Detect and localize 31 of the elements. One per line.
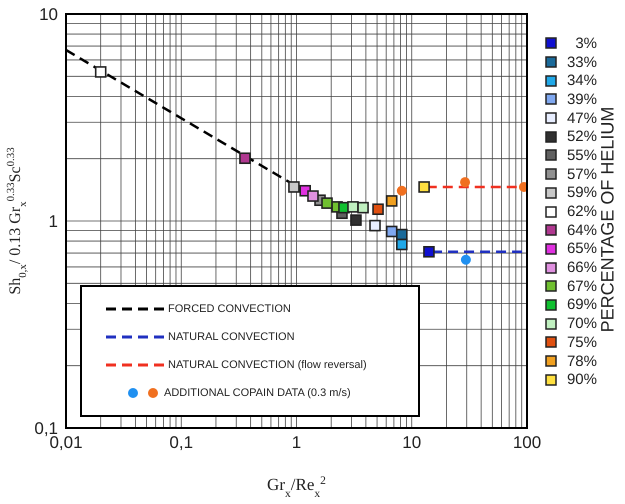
legend-label: 3% bbox=[574, 34, 597, 52]
legend-label: NATURAL CONVECTION (flow reversal) bbox=[168, 359, 367, 371]
legend-label: 62% bbox=[566, 203, 597, 220]
legend-label: 57% bbox=[566, 166, 597, 183]
y-tick-label: 10 bbox=[39, 5, 58, 24]
legend-label: 34% bbox=[566, 72, 597, 90]
x-tick-label: 1 bbox=[292, 433, 302, 452]
legend-label: ADDITIONAL COPAIN DATA (0.3 m/s) bbox=[164, 387, 351, 399]
legend-label: 78% bbox=[566, 352, 597, 370]
legend-label: 33% bbox=[566, 54, 597, 71]
legend-label: 47% bbox=[566, 110, 597, 127]
legend-label: 67% bbox=[566, 278, 597, 295]
legend-label: 64% bbox=[566, 222, 597, 239]
x-tick-label: 0,1 bbox=[169, 433, 194, 452]
legend-label: 55% bbox=[566, 146, 597, 164]
legend-label: FORCED CONVECTION bbox=[168, 303, 291, 315]
legend-title: PERCENTAGE OF HELIUM bbox=[598, 106, 618, 332]
legend-label: NATURAL CONVECTION bbox=[168, 331, 295, 343]
legend-label: 59% bbox=[566, 184, 597, 202]
legend-label: 39% bbox=[566, 90, 597, 108]
legend-label: 52% bbox=[566, 128, 597, 146]
legend-label: 69% bbox=[566, 296, 597, 314]
legend-label: 90% bbox=[566, 371, 597, 388]
legend-label: 75% bbox=[566, 334, 597, 351]
x-tick-label: 100 bbox=[512, 433, 542, 452]
legend-label: 66% bbox=[566, 259, 597, 276]
legend-label: 70% bbox=[566, 315, 597, 332]
y-tick-label: 1 bbox=[48, 212, 58, 232]
x-tick-label: 10 bbox=[402, 433, 422, 452]
x-tick-label: 0,01 bbox=[49, 433, 83, 452]
legend-label: 65% bbox=[566, 240, 597, 258]
